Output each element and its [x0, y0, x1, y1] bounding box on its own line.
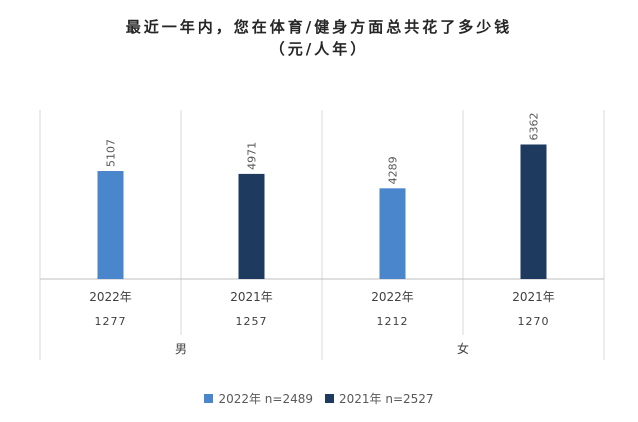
legend-item: 2021年 n=2527 [325, 390, 434, 407]
chart-title-line2: （元/人年） [269, 40, 369, 58]
legend-swatch [325, 394, 334, 403]
data-label: 5107 [105, 139, 118, 167]
x-tick-n: 1257 [236, 315, 268, 328]
chart-legend: 2022年 n=2489 2021年 n=2527 [0, 390, 638, 407]
data-label: 6362 [528, 112, 541, 140]
data-label: 4971 [245, 142, 258, 170]
chart-title-line1: 最近一年内，您在体育/健身方面总共花了多少钱 [125, 18, 513, 36]
legend-label: 2022年 n=2489 [218, 392, 313, 406]
x-tick-year: 2022年 [371, 290, 414, 304]
bar [238, 173, 265, 279]
legend-label: 2021年 n=2527 [339, 392, 434, 406]
bar-chart: 5107 2022年 1277 4971 2021年 1257 4289 2022年 1212 6… [39, 110, 605, 360]
chart-title: 最近一年内，您在体育/健身方面总共花了多少钱 （元/人年） [0, 16, 638, 60]
bar [379, 188, 406, 279]
legend-item: 2022年 n=2489 [204, 390, 313, 407]
x-tick-n: 1212 [377, 315, 409, 328]
x-tick-year: 2021年 [512, 290, 555, 304]
x-group-label: 女 [457, 341, 469, 356]
bar [97, 171, 124, 279]
x-tick-year: 2022年 [89, 290, 132, 304]
x-group-label: 男 [175, 342, 187, 356]
x-tick-year: 2021年 [230, 290, 273, 304]
x-tick-n: 1277 [95, 315, 127, 328]
x-tick-n: 1270 [518, 315, 550, 328]
data-label: 4289 [387, 156, 400, 184]
bar [520, 144, 547, 279]
legend-swatch [204, 394, 214, 403]
